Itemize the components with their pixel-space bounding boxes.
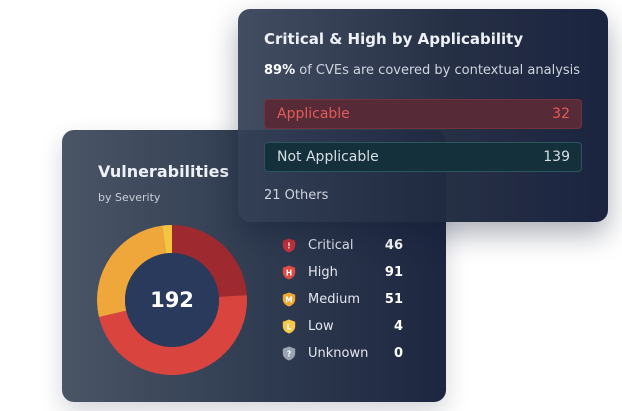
vulnerabilities-subtitle: by Severity — [98, 191, 161, 204]
donut-segment-high[interactable] — [98, 295, 247, 376]
unknown-severity-icon: ? — [282, 346, 296, 361]
svg-text:!: ! — [287, 241, 290, 250]
medium-severity-icon: M — [282, 292, 296, 307]
legend-count: 51 — [384, 292, 403, 307]
applicable-count: 32 — [552, 106, 570, 122]
legend-label: Low — [308, 319, 334, 334]
svg-text:M: M — [285, 295, 292, 304]
not-applicable-label: Not Applicable — [277, 149, 379, 165]
others-count[interactable]: 21 Others — [264, 188, 329, 203]
legend-label: Unknown — [308, 346, 369, 361]
legend-count: 91 — [384, 265, 403, 280]
donut-segment-critical[interactable] — [172, 225, 247, 297]
applicability-card: Critical & High by Applicability 89% of … — [238, 9, 608, 222]
coverage-text: of CVEs are covered by contextual analys… — [295, 63, 581, 78]
donut-center — [125, 253, 219, 347]
legend-label: Critical — [308, 238, 354, 253]
coverage-summary: 89% of CVEs are covered by contextual an… — [264, 63, 580, 78]
legend-count: 0 — [393, 346, 403, 361]
legend-item-high[interactable]: H High 91 — [282, 259, 407, 286]
svg-text:?: ? — [287, 349, 291, 358]
total-vulnerabilities: 192 — [150, 288, 194, 312]
vulnerabilities-title: Vulnerabilities — [98, 162, 230, 181]
not-applicable-count: 139 — [543, 149, 570, 165]
low-severity-icon: L — [282, 319, 296, 334]
legend-item-medium[interactable]: M Medium 51 — [282, 286, 407, 313]
svg-text:L: L — [287, 322, 292, 331]
donut-segment-low[interactable] — [162, 225, 172, 254]
legend-count: 46 — [384, 238, 403, 253]
legend-label: Medium — [308, 292, 360, 307]
severity-donut-chart — [97, 225, 247, 376]
donut-segment-medium[interactable] — [97, 225, 166, 318]
not-applicable-bar[interactable]: Not Applicable 139 — [264, 142, 582, 172]
coverage-percent: 89% — [264, 63, 296, 78]
legend-item-low[interactable]: L Low 4 — [282, 313, 407, 340]
applicable-label: Applicable — [277, 106, 350, 122]
applicability-title: Critical & High by Applicability — [264, 30, 524, 48]
high-severity-icon: H — [282, 265, 296, 280]
critical-severity-icon: ! — [282, 238, 296, 253]
legend-count: 4 — [393, 319, 403, 334]
legend-item-unknown[interactable]: ? Unknown 0 — [282, 340, 407, 367]
legend-label: High — [308, 265, 338, 280]
svg-text:H: H — [286, 268, 292, 277]
severity-legend: ! Critical 46 H High 91 M Medium 51 L Low 4? Unknown… — [282, 232, 407, 367]
legend-item-critical[interactable]: ! Critical 46 — [282, 232, 407, 259]
applicable-bar[interactable]: Applicable 32 — [264, 99, 582, 129]
